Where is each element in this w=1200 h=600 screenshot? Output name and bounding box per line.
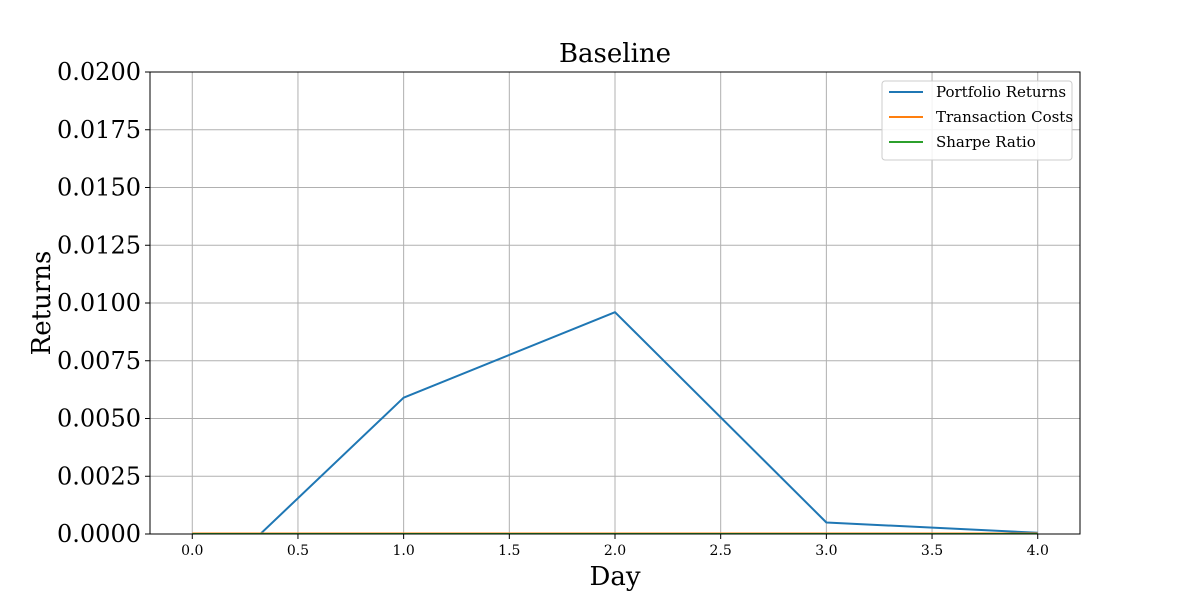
- legend-label-portfolio-returns: Portfolio Returns: [936, 83, 1066, 101]
- x-tick-label: 2.5: [710, 543, 732, 559]
- legend: Portfolio Returns Transaction Costs Sharpe…: [881, 80, 1073, 161]
- x-axis-label: Day: [589, 562, 640, 592]
- y-tick-label: 0.0125: [57, 231, 141, 259]
- x-tick-label: 0.5: [287, 543, 309, 559]
- x-tick-label: 0.0: [181, 543, 203, 559]
- x-tick-label: 3.5: [921, 543, 943, 559]
- x-tick-label: 1.0: [393, 543, 415, 559]
- legend-label-transaction-costs: Transaction Costs: [936, 108, 1073, 126]
- x-tick-label: 4.0: [1027, 543, 1049, 559]
- chart-title: Baseline: [559, 39, 671, 69]
- y-tick-label: 0.0200: [57, 58, 141, 86]
- y-tick-label: 0.0050: [57, 405, 141, 433]
- series-line-portfolio-returns: [258, 311, 1038, 534]
- y-tick-label: 0.0025: [57, 462, 141, 490]
- axis-ticks: 0.0 0.5 1.0 1.5 2.0 2.5 3.0 3.5 4.0 0.0000 0.0025 0…: [57, 58, 1049, 559]
- legend-label-sharpe-ratio: Sharpe Ratio: [936, 133, 1036, 151]
- y-tick-label: 0.0175: [57, 116, 141, 144]
- x-tick-label: 3.0: [815, 543, 837, 559]
- y-tick-label: 0.0100: [57, 289, 141, 317]
- y-tick-label: 0.0150: [57, 174, 141, 202]
- y-axis-label: Returns: [27, 251, 57, 356]
- legend-box: [881, 80, 1073, 161]
- y-tick-label: 0.0000: [57, 520, 141, 548]
- x-tick-label: 2.0: [604, 543, 626, 559]
- x-tick-label: 1.5: [498, 543, 520, 559]
- y-tick-label: 0.0075: [57, 347, 141, 375]
